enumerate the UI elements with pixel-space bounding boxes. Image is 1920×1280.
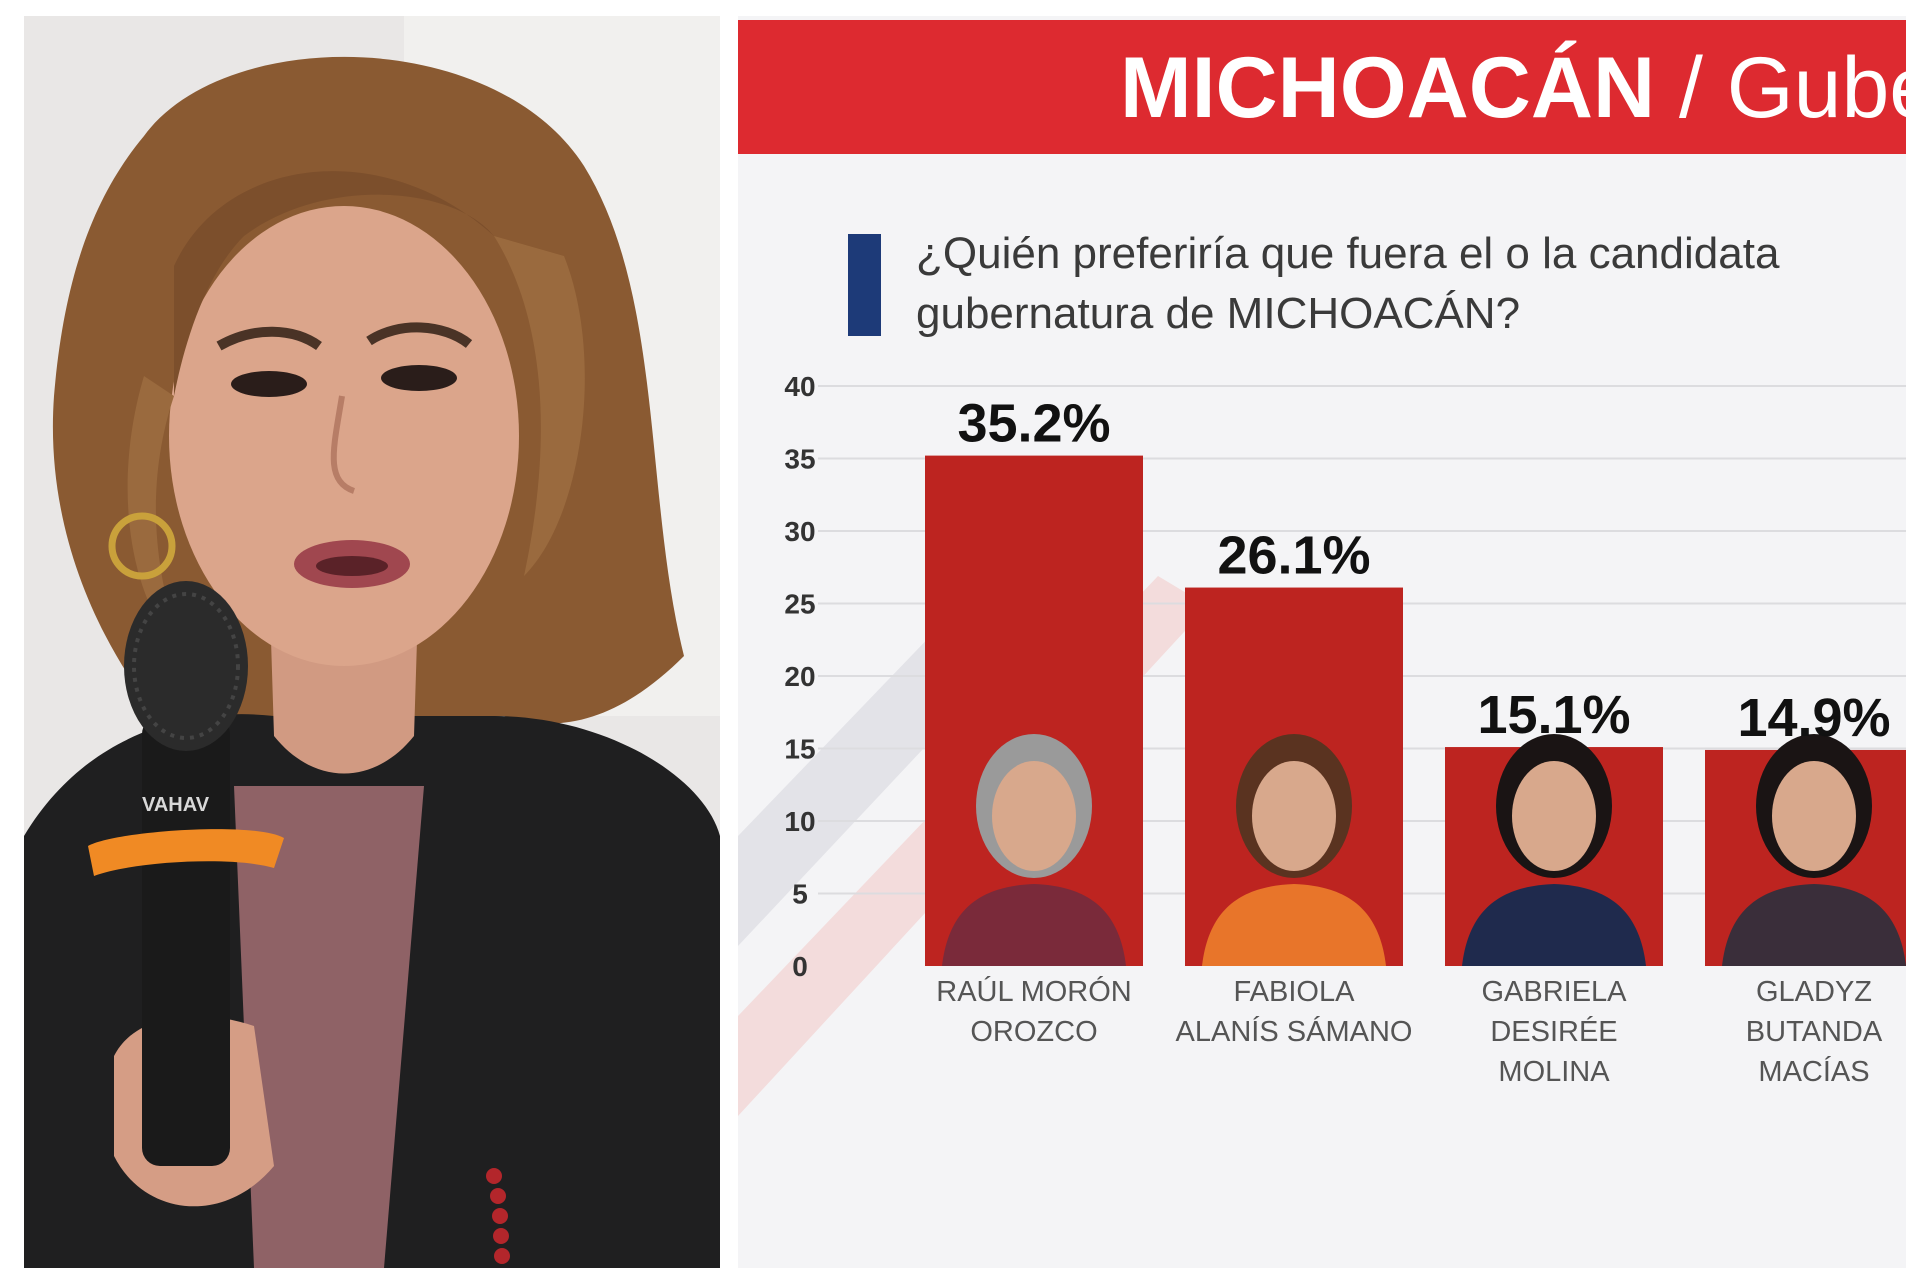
header-banner: MICHOACÁN / Gube bbox=[738, 20, 1906, 154]
y-tick-label: 15 bbox=[784, 734, 815, 765]
value-label: 26.1% bbox=[1217, 526, 1370, 586]
category-label: GLADYZ bbox=[1756, 976, 1872, 1008]
y-tick-label: 35 bbox=[784, 444, 815, 475]
category-label: DESIRÉE bbox=[1490, 1015, 1617, 1048]
candidate-portrait-fabiola-alanis-samano bbox=[1202, 734, 1386, 966]
category-label: RAÚL MORÓN bbox=[936, 975, 1132, 1008]
candidate-portrait-gladyz-butanda-macias bbox=[1722, 734, 1906, 966]
poll-chart-panel: 0 5 10 15 20 25 30 35 40 35.2% RAÚL MORÓN OROZCO 26… bbox=[738, 16, 1906, 1268]
y-tick-label: 20 bbox=[784, 661, 815, 692]
bar bbox=[925, 455, 1143, 966]
value-label: 35.2% bbox=[957, 394, 1110, 454]
category-label: GABRIELA bbox=[1481, 976, 1627, 1008]
candidate-portrait-raul-moron-orozco bbox=[942, 734, 1126, 966]
question-text: ¿Quién preferiría que fuera el o la cand… bbox=[916, 224, 1906, 344]
question-line-2: gubernatura de MICHOACÁN? bbox=[916, 289, 1521, 338]
category-label: OROZCO bbox=[970, 1016, 1097, 1048]
y-tick-label: 30 bbox=[784, 516, 815, 547]
y-tick-label: 25 bbox=[784, 589, 815, 620]
banner-title: MICHOACÁN / Gube bbox=[1120, 38, 1906, 138]
category-label: ALANÍS SÁMANO bbox=[1176, 1015, 1413, 1048]
y-tick-label: 5 bbox=[792, 879, 808, 910]
category-label: BUTANDA bbox=[1746, 1016, 1883, 1048]
bar-chart: 0 5 10 15 20 25 30 35 40 35.2% RAÚL MORÓN OROZCO 26… bbox=[738, 371, 1906, 1116]
candidate-portrait-gabriela-desiree-molina bbox=[1462, 734, 1646, 966]
woman-with-microphone-illustration: VAHAV bbox=[24, 16, 720, 1268]
banner-subtitle: / Gube bbox=[1678, 40, 1906, 136]
value-label: 14.9% bbox=[1737, 688, 1890, 748]
category-label: MOLINA bbox=[1498, 1056, 1610, 1088]
question-line-1: ¿Quién preferiría que fuera el o la cand… bbox=[916, 229, 1780, 278]
mic-brand-label: VAHAV bbox=[142, 794, 210, 816]
speaker-photo: VAHAV bbox=[24, 16, 720, 1268]
y-tick-label: 0 bbox=[792, 951, 808, 982]
category-label: FABIOLA bbox=[1234, 976, 1356, 1008]
y-tick-label: 10 bbox=[784, 806, 815, 837]
value-label: 15.1% bbox=[1477, 685, 1630, 745]
y-tick-label: 40 bbox=[784, 371, 815, 402]
banner-region: MICHOACÁN bbox=[1120, 40, 1656, 136]
category-label: MACÍAS bbox=[1758, 1055, 1869, 1088]
question-marker-bar bbox=[848, 234, 881, 336]
